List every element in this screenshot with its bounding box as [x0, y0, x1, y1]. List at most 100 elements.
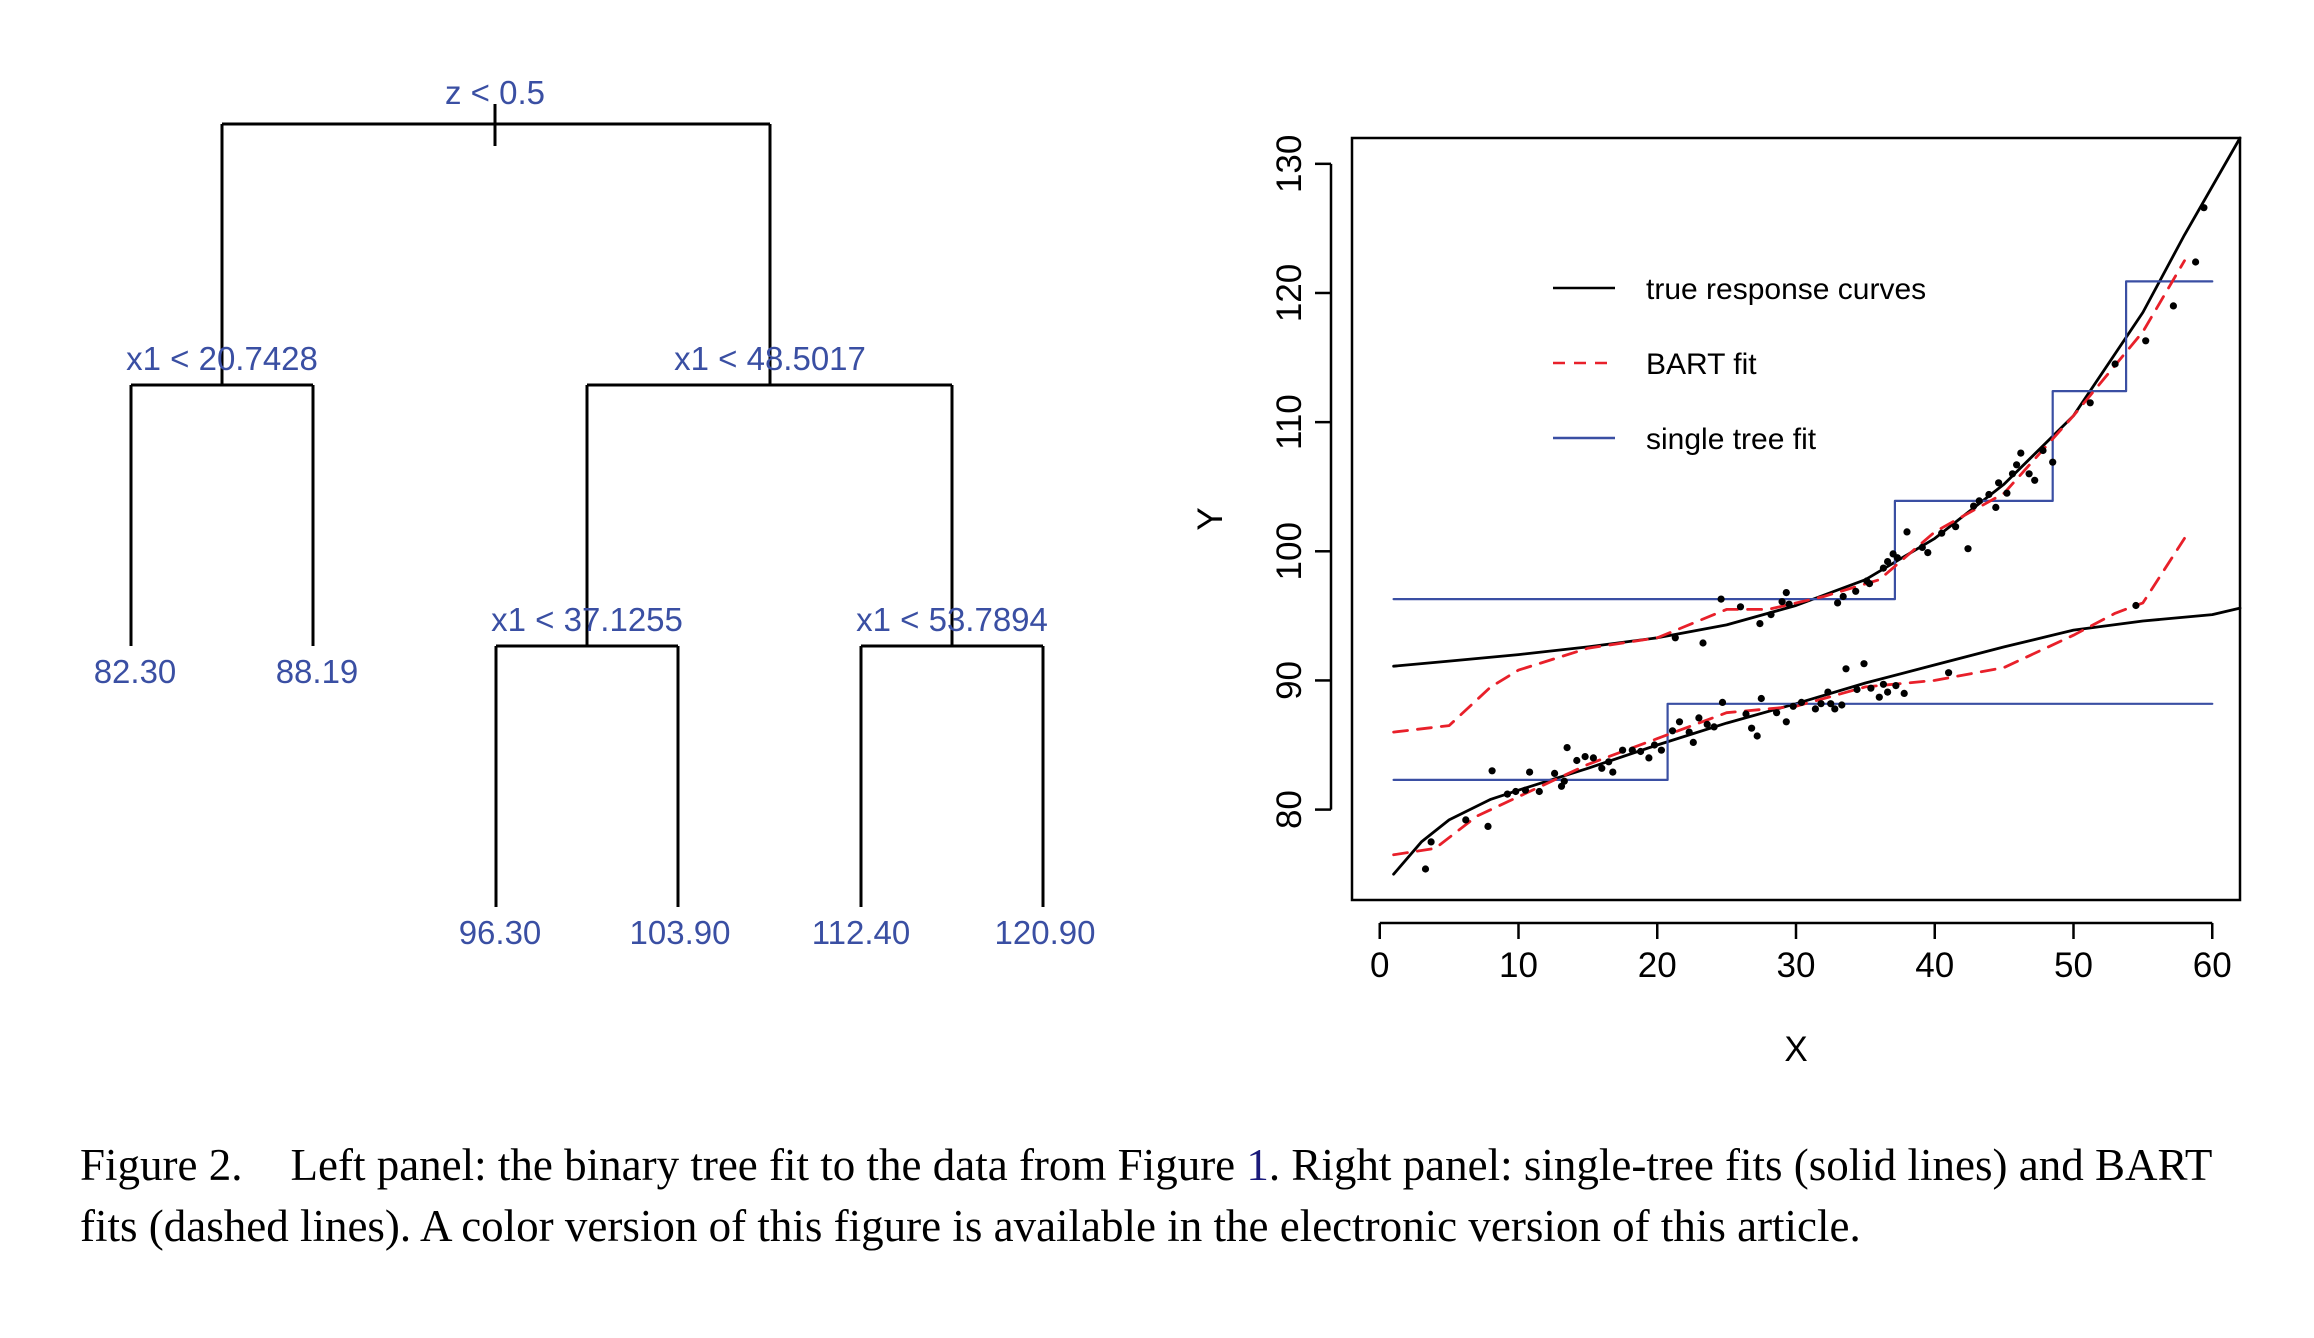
data-point [1637, 747, 1645, 756]
plot-frame [1350, 136, 2242, 902]
data-point [1462, 816, 1470, 824]
data-point [1619, 746, 1627, 754]
data-point [1867, 684, 1875, 692]
data-point [1526, 768, 1534, 776]
leaf-value: 120.90 [995, 914, 1096, 951]
data-point [1860, 660, 1868, 668]
data-point [1964, 545, 1972, 553]
x-axis: 0 10 20 30 40 50 60 [1370, 921, 2232, 985]
x-tick-label: 50 [2054, 946, 2093, 985]
data-point [1671, 634, 1679, 642]
data-point [1865, 580, 1874, 588]
data-point [2200, 204, 2208, 212]
data-point [1710, 723, 1718, 731]
data-point [1945, 669, 1953, 677]
data-point [1903, 528, 1911, 536]
data-point [2017, 449, 2025, 457]
x-axis-label: X [1784, 1030, 1807, 1069]
data-point [1938, 529, 1946, 537]
data-point [1609, 768, 1617, 776]
leaf-value: 82.30 [94, 653, 177, 690]
data-point [1789, 702, 1797, 710]
data-point [2013, 461, 2021, 469]
split-label-x1-48: x1 < 48.5017 [674, 340, 866, 377]
data-point [1695, 714, 1703, 722]
data-point [1718, 698, 1727, 707]
data-point [2049, 458, 2057, 466]
data-point [1892, 682, 1900, 690]
data-point [1689, 738, 1697, 747]
data-point [1756, 620, 1764, 628]
data-point [2008, 470, 2017, 478]
data-point [1551, 769, 1559, 778]
data-point [2111, 360, 2119, 368]
data-point [2169, 302, 2177, 310]
split-label-x1-53: x1 < 53.7894 [856, 601, 1048, 638]
data-point [1900, 689, 1908, 698]
data-point [1650, 741, 1659, 749]
data-point [1512, 787, 1520, 796]
bart-fit-line [1392, 259, 2186, 734]
data-point [1753, 732, 1761, 740]
data-point [1811, 705, 1819, 713]
data-point [1827, 700, 1835, 708]
leaf-value: 112.40 [812, 914, 910, 951]
data-point [1484, 822, 1492, 831]
data-point [2031, 476, 2039, 484]
data-point [1645, 754, 1653, 762]
bart-fit-line [1392, 537, 2186, 857]
x-tick-label: 40 [1915, 946, 1954, 985]
data-point [1742, 710, 1750, 718]
data-point [1773, 709, 1781, 717]
data-point [1675, 718, 1684, 726]
data-point [1985, 490, 1993, 499]
true-curve-line [1392, 606, 2242, 876]
data-point [1421, 865, 1430, 873]
data-point [1778, 598, 1786, 606]
tree-fit-line [1392, 702, 2214, 781]
tree-panel [129, 104, 1045, 907]
leaf-value: 96.30 [459, 914, 542, 951]
data-point [1521, 786, 1529, 794]
y-tick-label: 120 [1270, 264, 1309, 322]
legend-label: single tree fit [1646, 423, 1817, 456]
data-point [1975, 497, 1983, 505]
data-point [1834, 599, 1842, 607]
data-point [1560, 777, 1568, 785]
data-point [1598, 764, 1606, 772]
legend-label: true response curves [1646, 273, 1926, 306]
data-point [2192, 258, 2200, 266]
data-point [1699, 639, 1707, 647]
data-point [2086, 399, 2094, 407]
data-point [1893, 554, 1901, 562]
y-axis: 80 90 100 110 120 130 [1270, 135, 1333, 829]
true-curve-line [1392, 136, 2242, 668]
y-tick-label: 100 [1270, 522, 1309, 580]
x-tick-label: 20 [1638, 946, 1677, 985]
data-point [1488, 767, 1496, 775]
data-point [1853, 685, 1861, 694]
x-tick-label: 60 [2193, 946, 2232, 985]
data-point [2003, 489, 2011, 497]
y-tick-label: 90 [1270, 661, 1309, 700]
legend-label: BART fit [1646, 348, 1757, 381]
data-point [2142, 337, 2150, 345]
tree-fit-line [1392, 280, 2214, 601]
data-point [1879, 564, 1887, 572]
caption-text-before: Left panel: the binary tree fit to the d… [290, 1140, 1247, 1190]
caption-figure-ref[interactable]: 1 [1246, 1140, 1269, 1190]
data-point [1628, 746, 1636, 754]
data-point [1918, 543, 1926, 552]
y-tick-label: 80 [1270, 790, 1309, 829]
caption-label: Figure 2. [80, 1140, 243, 1190]
data-point [1736, 603, 1745, 611]
data-point [1884, 688, 1892, 696]
points-layer [1421, 204, 2208, 873]
x-tick-label: 0 [1370, 946, 1389, 985]
data-point [1924, 549, 1932, 557]
data-point [1717, 595, 1725, 603]
data-point [1757, 694, 1765, 703]
data-point [1563, 744, 1571, 752]
data-point [1838, 701, 1846, 709]
